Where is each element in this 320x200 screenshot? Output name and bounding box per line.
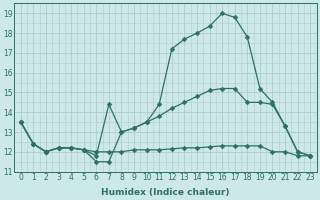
X-axis label: Humidex (Indice chaleur): Humidex (Indice chaleur) [101, 188, 230, 197]
